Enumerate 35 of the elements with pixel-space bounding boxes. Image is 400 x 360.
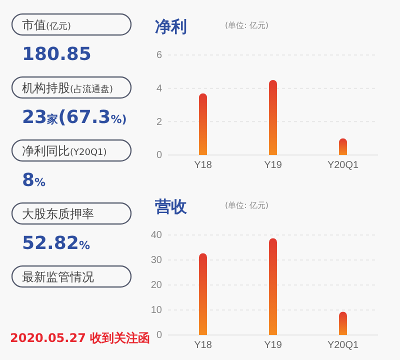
x-tick-label: Y18 bbox=[194, 340, 212, 352]
text: 2020.05.27 收到关注函 bbox=[10, 331, 150, 345]
x-tick-label: Y19 bbox=[264, 340, 282, 352]
text: 机构持股(占流通盘) bbox=[22, 81, 114, 95]
chart-subtitle: (单位: 亿元) bbox=[225, 21, 268, 30]
bar bbox=[199, 253, 207, 335]
text: 市值(亿元) bbox=[22, 18, 72, 32]
text: 大股东质押率 bbox=[22, 207, 94, 221]
chart-subtitle: (单位: 亿元) bbox=[225, 201, 268, 210]
text: 净利同比(Y20Q1) bbox=[22, 144, 107, 158]
y-tick-label: 0 bbox=[156, 150, 162, 162]
text: 52.82% bbox=[22, 233, 90, 254]
x-tick-label: Y19 bbox=[264, 160, 282, 172]
bar bbox=[269, 80, 277, 155]
y-tick-label: 20 bbox=[150, 280, 162, 292]
y-tick-label: 0 bbox=[156, 330, 162, 342]
x-tick-label: Y18 bbox=[194, 160, 212, 172]
bar bbox=[339, 312, 347, 335]
bar bbox=[199, 93, 207, 155]
x-tick-label: Y20Q1 bbox=[327, 340, 359, 352]
bar bbox=[269, 238, 277, 335]
y-tick-label: 6 bbox=[156, 50, 162, 62]
chart-title: 净利 bbox=[155, 17, 187, 36]
text: 23家(67.3%) bbox=[22, 107, 127, 128]
bar bbox=[339, 138, 347, 155]
y-tick-label: 30 bbox=[150, 255, 162, 266]
chart-title: 营收 bbox=[154, 197, 188, 216]
text: 180.85 bbox=[22, 44, 92, 65]
y-tick-label: 2 bbox=[156, 116, 162, 128]
x-tick-label: Y20Q1 bbox=[327, 160, 359, 172]
y-tick-label: 4 bbox=[156, 84, 162, 95]
text: 8% bbox=[22, 170, 46, 191]
y-tick-label: 40 bbox=[150, 230, 162, 242]
y-tick-label: 10 bbox=[150, 305, 162, 316]
text: 最新监管情况 bbox=[22, 270, 94, 284]
